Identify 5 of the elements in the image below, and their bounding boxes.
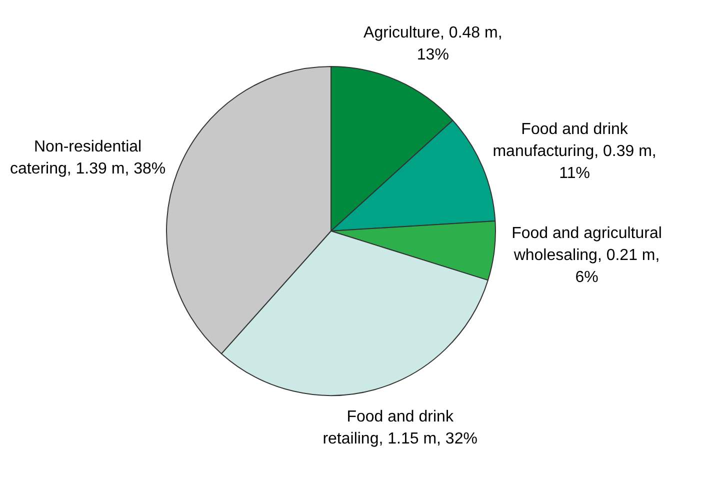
slice-label: Non-residential catering, 1.39 m, 38% xyxy=(10,138,166,178)
slice-label: Food and drink retailing, 1.15 m, 32% xyxy=(322,408,478,448)
slice-label: Food and agricultural wholesaling, 0.21 m, 6% xyxy=(512,225,662,286)
slice-label: Food and drink manufacturing, 0.39 m, 11% xyxy=(492,120,656,182)
slice-label: Agriculture, 0.48 m, 13% xyxy=(364,24,502,64)
